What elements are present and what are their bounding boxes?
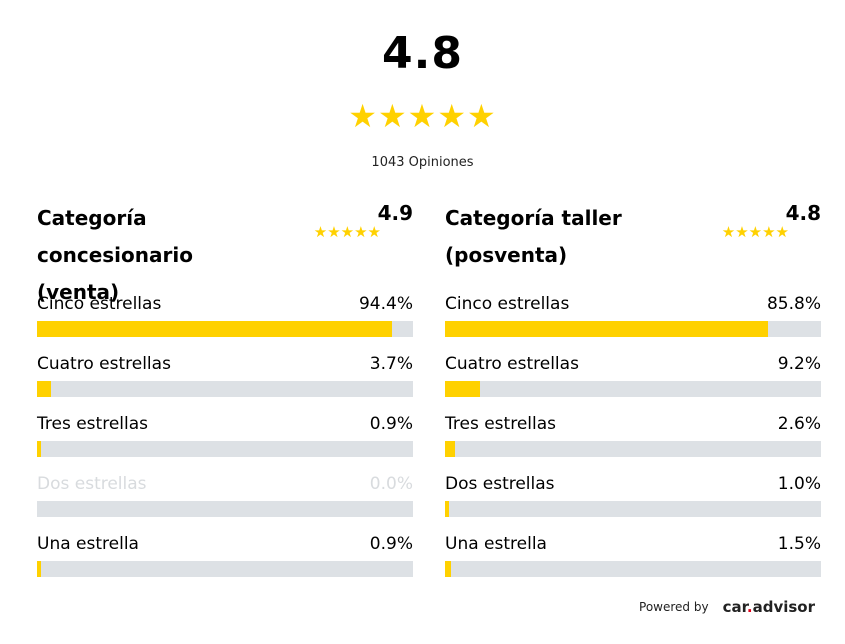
rating-bar-fill [445, 381, 480, 397]
rating-bar-fill [445, 561, 451, 577]
category-star-rating: ★★★★★ [721, 223, 789, 241]
category-title: Categoría concesionario (venta) [37, 200, 307, 311]
category-score: 4.8 [785, 201, 821, 225]
rating-bar-track [37, 441, 413, 457]
rating-row-percent: 1.0% [777, 474, 821, 494]
category-title-line1: Categoría concesionario [37, 206, 193, 267]
rating-row-percent: 1.5% [777, 534, 821, 554]
rating-bar-track [445, 501, 821, 517]
rating-row-label: Cuatro estrellas [37, 354, 171, 374]
rating-row-label: Dos estrellas [445, 474, 555, 494]
rating-bar-track [37, 321, 413, 337]
rating-row-five: Cinco estrellas 94.4% [37, 290, 413, 350]
rating-breakdown: Cinco estrellas 94.4% Cuatro estrellas 3… [37, 290, 413, 590]
rating-row-three: Tres estrellas 0.9% [37, 410, 413, 470]
review-count: 1043 Opiniones [371, 155, 474, 170]
rating-row-label: Una estrella [37, 534, 139, 554]
category-score: 4.9 [377, 201, 413, 225]
rating-row-label: Cinco estrellas [445, 294, 570, 314]
overall-star-rating: ★★★★★ [348, 97, 497, 135]
rating-row-percent: 0.9% [369, 414, 413, 434]
rating-bar-track [445, 321, 821, 337]
logo-part2: advisor [752, 598, 815, 616]
rating-row-percent: 0.9% [369, 534, 413, 554]
rating-row-label: Tres estrellas [37, 414, 148, 434]
rating-row-one: Una estrella 1.5% [445, 530, 821, 590]
rating-bar-fill [37, 321, 392, 337]
rating-row-five: Cinco estrellas 85.8% [445, 290, 821, 350]
rating-bar-fill [445, 501, 449, 517]
powered-by: Powered by car.advisor [639, 598, 815, 616]
category-title: Categoría taller (posventa) [445, 200, 715, 274]
rating-row-percent: 0.0% [369, 474, 413, 494]
rating-bar-track [445, 381, 821, 397]
rating-row-percent: 3.7% [369, 354, 413, 374]
rating-row-two: Dos estrellas 0.0% [37, 470, 413, 530]
rating-row-percent: 85.8% [766, 294, 821, 314]
rating-bar-fill [445, 321, 768, 337]
rating-row-two: Dos estrellas 1.0% [445, 470, 821, 530]
category-title-line1: Categoría taller [445, 206, 622, 230]
caradvisor-logo[interactable]: car.advisor [723, 598, 815, 616]
overall-score: 4.8 [382, 28, 463, 79]
rating-row-label: Cinco estrellas [37, 294, 162, 314]
category-title-line2: (posventa) [445, 243, 568, 267]
powered-by-label: Powered by [639, 600, 709, 614]
rating-row-percent: 2.6% [777, 414, 821, 434]
rating-row-label: Cuatro estrellas [445, 354, 579, 374]
rating-bar-track [37, 561, 413, 577]
rating-bar-fill [445, 441, 455, 457]
category-title-line2: (venta) [37, 280, 120, 304]
rating-bar-track [37, 381, 413, 397]
rating-row-label: Una estrella [445, 534, 547, 554]
rating-bar-track [37, 501, 413, 517]
rating-row-label: Tres estrellas [445, 414, 556, 434]
rating-bar-fill [37, 381, 51, 397]
rating-row-percent: 9.2% [777, 354, 821, 374]
rating-breakdown: Cinco estrellas 85.8% Cuatro estrellas 9… [445, 290, 821, 590]
rating-row-three: Tres estrellas 2.6% [445, 410, 821, 470]
logo-dot: . [746, 598, 753, 616]
rating-bar-fill [37, 561, 41, 577]
logo-part1: car [722, 598, 747, 616]
rating-row-one: Una estrella 0.9% [37, 530, 413, 590]
rating-row-label: Dos estrellas [37, 474, 147, 494]
rating-bar-track [445, 561, 821, 577]
rating-row-four: Cuatro estrellas 3.7% [37, 350, 413, 410]
rating-row-percent: 94.4% [358, 294, 413, 314]
rating-bar-fill [37, 441, 41, 457]
category-star-rating: ★★★★★ [313, 223, 381, 241]
rating-row-four: Cuatro estrellas 9.2% [445, 350, 821, 410]
rating-bar-track [445, 441, 821, 457]
